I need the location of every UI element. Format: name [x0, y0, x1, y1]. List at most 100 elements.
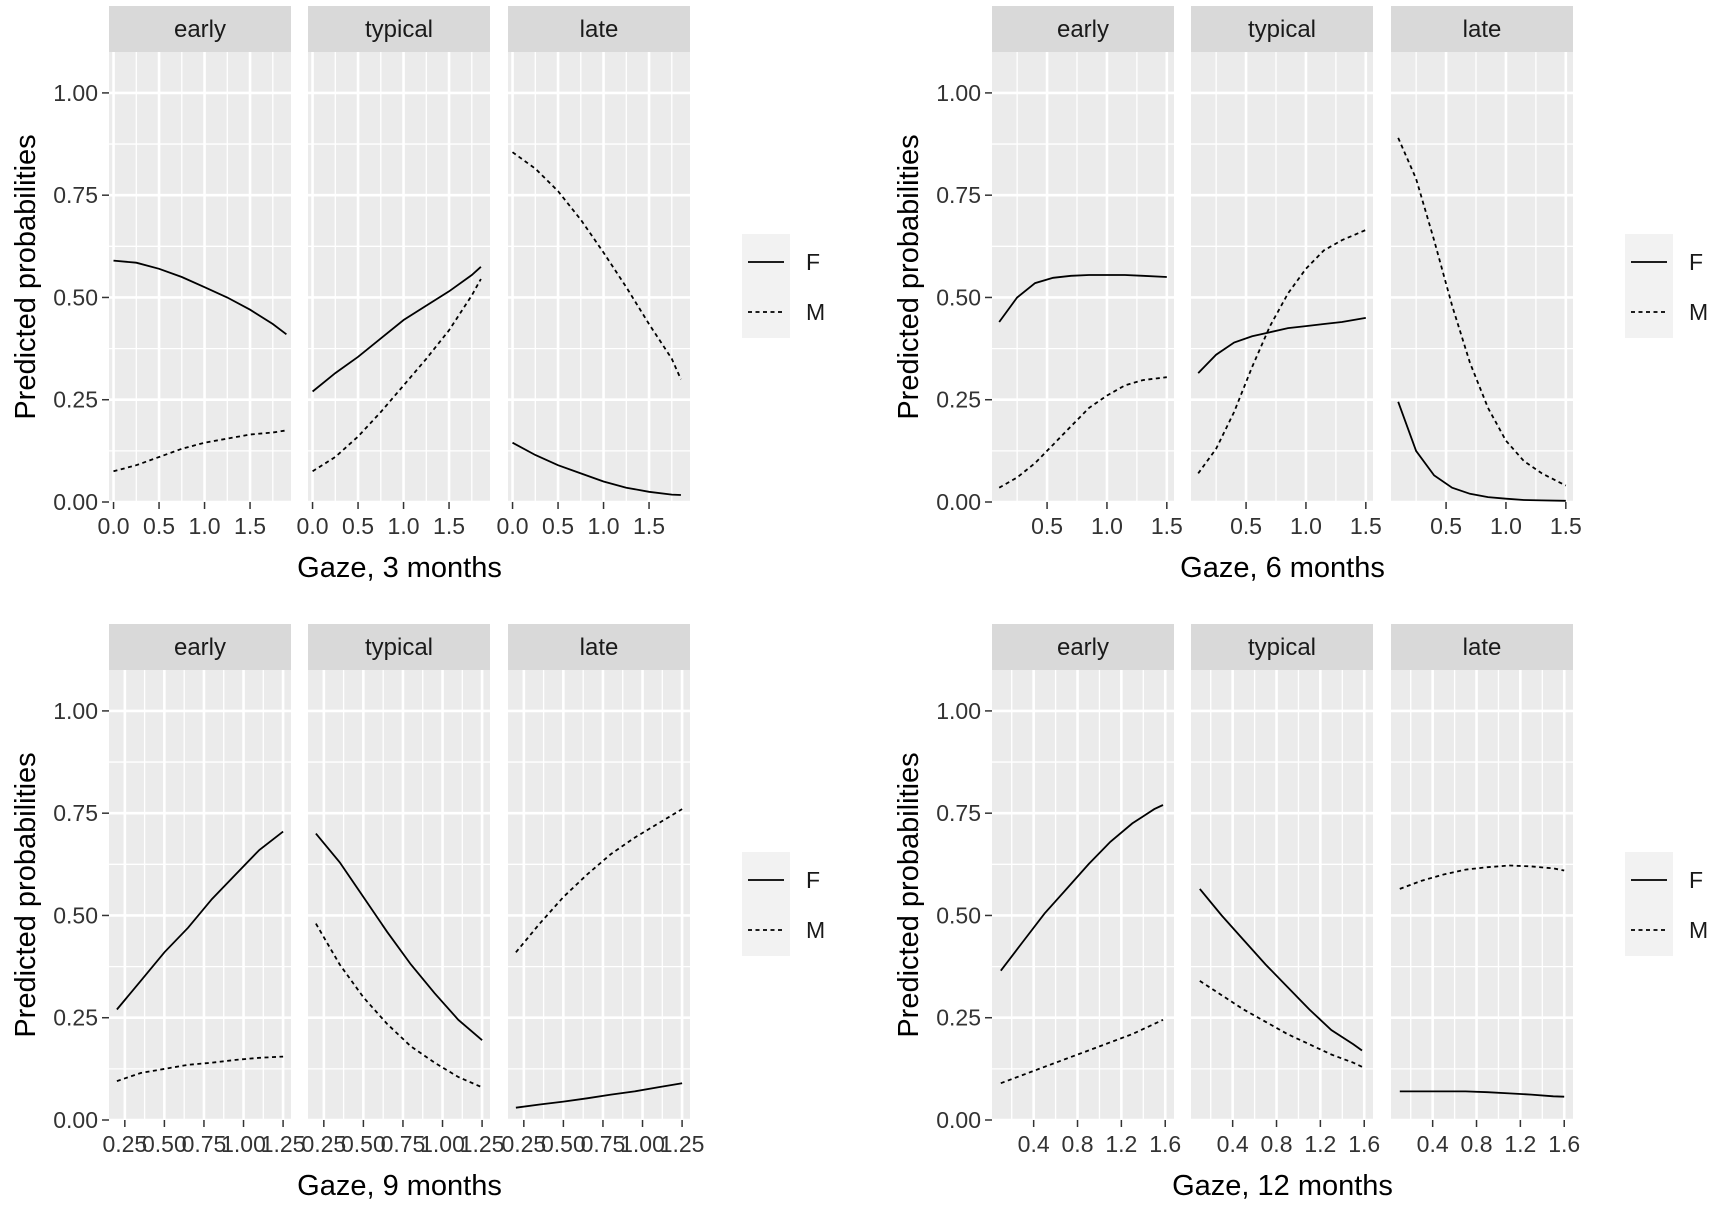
- x-tick-label: 1.0: [1290, 513, 1322, 539]
- x-tick-label: 1.5: [1550, 513, 1582, 539]
- legend: FM: [1625, 234, 1708, 338]
- x-tick-label: 0.4: [1417, 1131, 1449, 1157]
- facet-panel-late: late 0.0 0.5 1.0 1.5: [497, 6, 690, 539]
- series-line-M: [315, 923, 483, 1089]
- x-tick-label: 0.0: [297, 513, 329, 539]
- panel-background: [109, 52, 291, 502]
- y-tick-label: 0.75: [53, 182, 98, 208]
- chart-2: early0.250.500.751.001.25typical0.250.50…: [10, 624, 825, 1202]
- x-tick-label: 0.0: [497, 513, 529, 539]
- x-tick-label: 1.2: [1504, 1131, 1536, 1157]
- panel-background: [308, 52, 490, 502]
- x-tick-label: 1.25: [460, 1131, 505, 1157]
- x-axis-title: Gaze, 3 months: [297, 552, 502, 584]
- x-tick-label: 0.5: [1430, 513, 1462, 539]
- y-tick-label: 1.00: [936, 80, 981, 106]
- facet-strip: [1391, 6, 1573, 52]
- facet-panel-typical: typical 0.0 0.5 1.0 1.5: [297, 6, 490, 539]
- x-tick-label: 0.8: [1062, 1131, 1094, 1157]
- x-tick-label: 1.25: [261, 1131, 306, 1157]
- y-tick-label: 0.25: [53, 387, 98, 413]
- x-tick-label: 0.5: [342, 513, 374, 539]
- legend-label-M: M: [806, 917, 825, 943]
- y-tick-label: 0.50: [53, 902, 98, 928]
- x-tick-label: 1.00: [420, 1131, 465, 1157]
- legend: FM: [742, 234, 825, 338]
- x-tick-label: 0.0: [98, 513, 130, 539]
- x-tick-label: 1.5: [234, 513, 266, 539]
- facet-strip: [508, 6, 690, 52]
- series-line-F: [1197, 317, 1366, 374]
- facet-label: late: [580, 16, 619, 43]
- x-tick-label: 1.5: [433, 513, 465, 539]
- y-tick-label: 0.25: [53, 1005, 98, 1031]
- y-tick-label: 0.50: [936, 284, 981, 310]
- series-line-M: [113, 429, 287, 473]
- y-tick-label: 0.75: [936, 182, 981, 208]
- legend-key-background: [742, 852, 790, 956]
- series-line-F: [512, 441, 681, 496]
- series-line-F: [998, 274, 1167, 323]
- series-line-M: [1197, 229, 1367, 474]
- x-axis-title: Gaze, 9 months: [297, 1170, 502, 1202]
- panel-background: [109, 670, 291, 1120]
- series-line-M: [1399, 864, 1565, 890]
- legend-label-F: F: [1689, 867, 1703, 893]
- x-tick-label: 1.5: [633, 513, 665, 539]
- facet-label: typical: [365, 634, 433, 661]
- facet-panel-late: late 0.250.500.751.001.25: [501, 624, 704, 1157]
- series-line-F: [312, 266, 482, 393]
- chart-1: early 0.5 1.0 1.5 typical 0.5 1.0 1.5 late 0.5 1.0…: [893, 6, 1708, 584]
- legend: FM: [1625, 852, 1708, 956]
- y-tick-label: 0.00: [936, 489, 981, 515]
- facet-label: early: [174, 634, 226, 661]
- facet-strip: [109, 6, 291, 52]
- x-tick-label: 1.25: [660, 1131, 705, 1157]
- facet-label: late: [1463, 634, 1502, 661]
- legend-key-background: [742, 234, 790, 338]
- legend-label-F: F: [1689, 249, 1703, 275]
- facet-panel-early: early 0.4 0.8 1.2 1.6: [992, 624, 1181, 1157]
- panel-background: [508, 670, 690, 1120]
- facet-strip: [109, 624, 291, 670]
- x-tick-label: 1.00: [221, 1131, 266, 1157]
- panel-background: [508, 52, 690, 502]
- x-tick-label: 0.25: [301, 1131, 346, 1157]
- legend-label-M: M: [806, 299, 825, 325]
- series-line-F: [315, 833, 483, 1041]
- series-line-F: [1000, 804, 1164, 972]
- legend-label-F: F: [806, 867, 820, 893]
- x-tick-label: 0.50: [541, 1131, 586, 1157]
- x-tick-label: 0.75: [182, 1131, 227, 1157]
- x-tick-label: 0.8: [1261, 1131, 1293, 1157]
- facet-panel-typical: typical 0.250.500.751.001.25: [301, 624, 504, 1157]
- y-tick-label: 1.00: [53, 698, 98, 724]
- facet-strip: [1191, 6, 1373, 52]
- x-tick-label: 0.4: [1217, 1131, 1249, 1157]
- facet-panel-late: late 0.4 0.8 1.2 1.6: [1391, 624, 1580, 1157]
- y-tick-label: 0.00: [53, 489, 98, 515]
- x-tick-label: 1.0: [1490, 513, 1522, 539]
- facet-label: late: [580, 634, 619, 661]
- facet-strip: [308, 6, 490, 52]
- x-tick-label: 1.5: [1350, 513, 1382, 539]
- x-tick-label: 1.00: [620, 1131, 665, 1157]
- facet-strip: [1391, 624, 1573, 670]
- panel-background: [992, 670, 1174, 1120]
- y-tick-label: 0.25: [936, 1005, 981, 1031]
- series-line-F: [1399, 1090, 1565, 1098]
- y-axis-title: Predicted probabilities: [10, 134, 42, 419]
- panel-background: [1391, 52, 1573, 502]
- y-tick-label: 0.75: [53, 800, 98, 826]
- series-line-F: [1397, 401, 1566, 502]
- series-line-M: [312, 278, 482, 473]
- y-axis-title: Predicted probabilities: [893, 134, 925, 419]
- x-tick-label: 0.50: [142, 1131, 187, 1157]
- x-tick-label: 0.4: [1018, 1131, 1050, 1157]
- x-tick-label: 1.2: [1304, 1131, 1336, 1157]
- x-tick-label: 0.5: [1031, 513, 1063, 539]
- x-tick-label: 1.2: [1105, 1131, 1137, 1157]
- facet-label: typical: [1248, 634, 1316, 661]
